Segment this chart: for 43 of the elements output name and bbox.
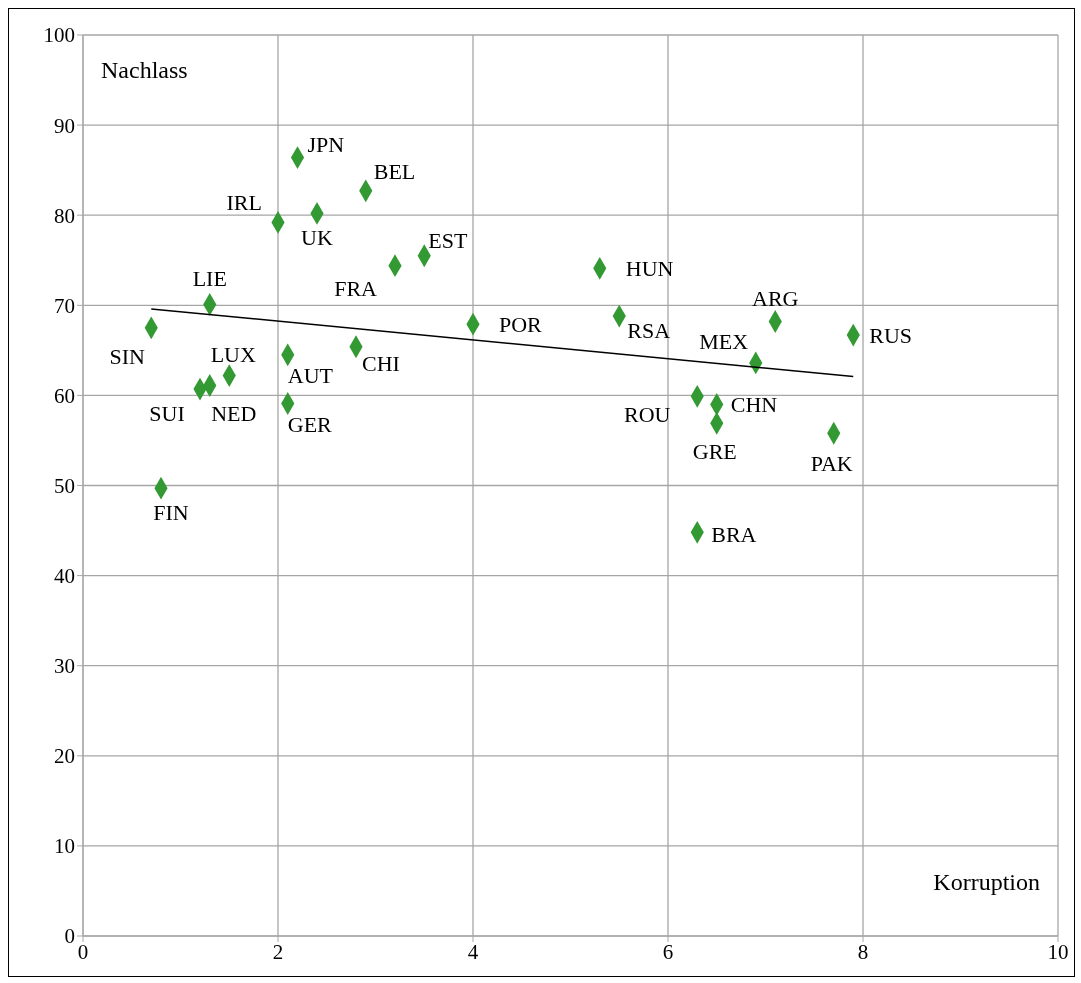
annotation: JPN bbox=[307, 131, 345, 157]
x-tick-label: 4 bbox=[467, 939, 479, 964]
annotation: LUX bbox=[210, 341, 256, 367]
annotation: RSA bbox=[627, 318, 671, 344]
annotation: UK bbox=[301, 225, 333, 251]
annotation: PAK bbox=[810, 451, 853, 477]
annotation: POR bbox=[499, 312, 543, 338]
annotation: SUI bbox=[149, 401, 185, 427]
annotation: LIE bbox=[192, 266, 227, 292]
annotation: EST bbox=[428, 227, 468, 253]
annotation: FRA bbox=[334, 275, 378, 301]
annotation: MEX bbox=[699, 328, 749, 354]
annotation: GER bbox=[287, 411, 333, 437]
x-tick-label: 10 bbox=[1047, 939, 1069, 964]
y-tick-label: 80 bbox=[54, 203, 75, 228]
annotation: FIN bbox=[153, 500, 189, 526]
x-tick-label: 8 bbox=[857, 939, 869, 964]
y-tick-label: 100 bbox=[43, 23, 75, 48]
annotation: RUS bbox=[869, 323, 913, 349]
y-tick-label: 20 bbox=[54, 744, 75, 769]
y-tick-label: 90 bbox=[54, 113, 75, 138]
annotation: CHN bbox=[730, 392, 778, 418]
annotation: AUT bbox=[287, 362, 334, 388]
annotation: CHI bbox=[362, 350, 400, 376]
x-tick-label: 6 bbox=[662, 939, 674, 964]
x-tick-label: 2 bbox=[272, 939, 284, 964]
y-tick-label: 30 bbox=[54, 654, 75, 679]
annotation: HUN bbox=[625, 256, 674, 282]
y-tick-label: 60 bbox=[54, 383, 75, 408]
annotation: GRE bbox=[692, 439, 737, 465]
y-tick-label: 10 bbox=[54, 834, 75, 859]
annotation: BRA bbox=[711, 522, 757, 548]
annotation: BEL bbox=[373, 158, 416, 184]
x-axis-title: Korruption bbox=[933, 869, 1040, 896]
y-tick-label: 50 bbox=[54, 473, 75, 498]
annotation: SIN bbox=[109, 343, 146, 369]
y-axis-title: Nachlass bbox=[101, 57, 188, 84]
annotation: ROU bbox=[624, 402, 671, 428]
y-tick-label: 40 bbox=[54, 564, 75, 589]
y-tick-label: 70 bbox=[54, 293, 75, 318]
annotation: ARG bbox=[752, 285, 799, 311]
annotation: IRL bbox=[226, 190, 262, 216]
annotation: NED bbox=[211, 401, 257, 427]
